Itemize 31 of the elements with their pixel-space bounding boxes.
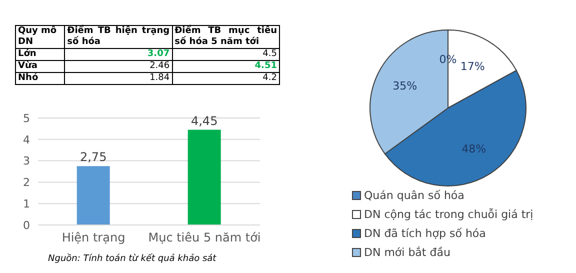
y-tick-label: 1 (23, 198, 30, 211)
data-label: 4,45 (190, 114, 218, 128)
x-tick-label: Điểm TB hiện trạng số hóa (64, 26, 172, 48)
x-tick-label: Mục tiêu 5 năm tới (148, 230, 261, 245)
y-axis-title: Quy mô DN (16, 26, 65, 48)
data-label: 1.84 (64, 72, 172, 84)
y-tick-label: 3 (23, 154, 30, 168)
data-label: 2,75 (80, 150, 107, 164)
data-label: 17% (460, 60, 485, 73)
text: 0% (439, 53, 457, 66)
data-label: 4.2 (172, 72, 280, 84)
data-label: 35% (392, 80, 418, 93)
y-tick-label: 0 (23, 218, 30, 232)
data-label: 2.46 (64, 60, 172, 72)
data-label: 3.07 (64, 48, 172, 60)
legend-label: DN mới bắt đầu (363, 245, 452, 261)
data-label: 48% (462, 142, 486, 156)
legend-label: DN đã tích hợp số hóa (363, 226, 487, 242)
x-tick-label: Điểm TB mục tiêu số hóa 5 năm tới (172, 26, 280, 48)
legend-label: DN cộng tác trong chuỗi giá trị (363, 207, 534, 223)
x-tick-label: Hiện trạng (62, 230, 126, 245)
y-tick-label: Vừa (16, 60, 65, 72)
y-tick-label: 4 (23, 133, 30, 146)
y-tick-label: Lớn (16, 48, 65, 60)
data-label: 4.5 (172, 48, 280, 60)
y-tick-label: 2 (23, 176, 30, 190)
y-tick-label: 5 (23, 112, 30, 125)
text: Nguồn: Tính toán từ kết quả khảo sát (48, 254, 216, 264)
data-label: 4.51 (172, 60, 280, 72)
legend-label: Quán quân số hóa (363, 188, 466, 204)
y-tick-label: Nhỏ (16, 72, 65, 84)
